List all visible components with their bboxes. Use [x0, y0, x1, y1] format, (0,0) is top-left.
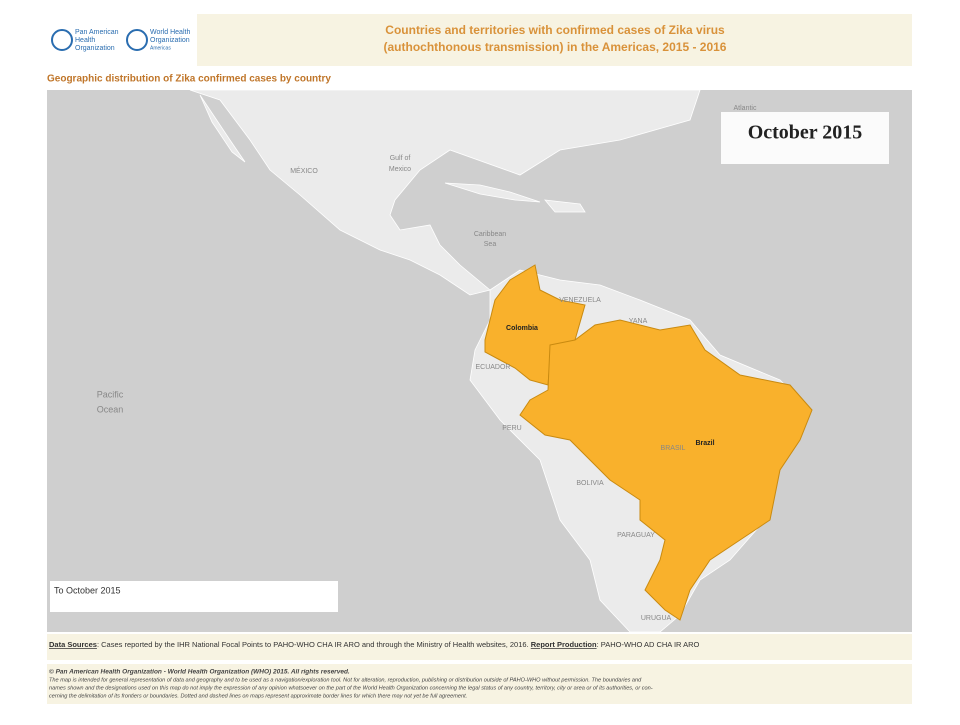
hispaniola [544, 199, 586, 213]
disclaimer: names shown and the designations used on… [49, 685, 653, 691]
paho-logo-text: Organization [75, 45, 115, 52]
brazil [519, 319, 813, 621]
subtitle: Geographic distribution of Zika confirme… [47, 74, 331, 85]
legend: To October 2015 [54, 585, 121, 595]
sources-text: : Cases reported by the IHR National Foc… [97, 640, 531, 649]
map-label: ECUADOR [475, 364, 510, 371]
who-logo-text: Americas [150, 45, 171, 51]
date-label: October 2015 [748, 122, 863, 144]
map-label: Caribbean [474, 231, 506, 238]
production-text: : PAHO-WHO AD CHA IR ARO [597, 640, 700, 649]
title: Countries and territories with confirmed… [385, 23, 725, 37]
highlighted-label: Colombia [506, 325, 538, 332]
map-label: Gulf of [390, 155, 411, 162]
paho-emblem [51, 29, 73, 51]
title: (authochthonous transmission) in the Ame… [384, 40, 727, 54]
map-label: Sea [484, 241, 497, 248]
disclaimer: The map is intended for general represen… [49, 677, 642, 683]
sources-bar [47, 634, 912, 660]
map-label: URUGUA [641, 615, 672, 622]
production-label: Report Production [531, 640, 597, 649]
highlighted-label: Brazil [695, 440, 714, 447]
map-label: Atlantic [734, 105, 757, 112]
sources: Data Sources: Cases reported by the IHR … [49, 640, 700, 649]
cuba [444, 182, 541, 203]
sources-label: Data Sources [49, 640, 97, 649]
disclaimer-bar [47, 664, 912, 704]
map-label: Pacific [97, 389, 124, 399]
map-label: PERU [502, 425, 521, 432]
disclaimer: cerning the delimitation of its frontier… [49, 693, 467, 699]
map-label: MÉXICO [290, 166, 318, 175]
copyright: © Pan American Health Organization - Wor… [49, 668, 350, 676]
map-label: Mexico [389, 166, 411, 173]
date-box [721, 112, 889, 164]
who-logo-text: Organization [150, 37, 190, 44]
map-label: Ocean [97, 404, 124, 414]
baja [199, 94, 246, 163]
paho-logo-text: Pan American [75, 29, 119, 36]
map-label: VENEZUELA [559, 297, 601, 304]
who-logo-text: World Health [150, 29, 190, 36]
who-emblem [126, 29, 148, 51]
map-label: PARAGUAY [617, 532, 655, 539]
map-label: YANA [629, 318, 648, 325]
map-label: BOLIVIA [576, 480, 604, 487]
north-america [189, 89, 701, 296]
legend-box [50, 581, 338, 612]
paho-logo-text: Health [75, 37, 95, 44]
map-label: BRASIL [661, 445, 686, 452]
